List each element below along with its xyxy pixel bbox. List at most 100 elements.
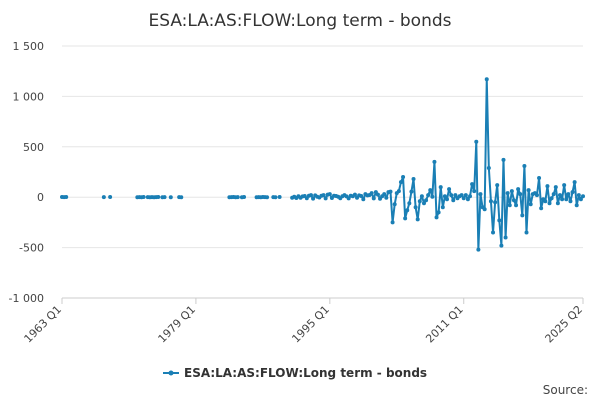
data-point[interactable] (501, 157, 506, 162)
data-point[interactable] (398, 180, 403, 185)
data-point[interactable] (327, 192, 332, 197)
data-point[interactable] (549, 196, 554, 201)
data-point[interactable] (468, 194, 473, 199)
data-point[interactable] (474, 139, 479, 144)
data-point[interactable] (484, 77, 489, 82)
data-point[interactable] (156, 195, 161, 199)
data-point[interactable] (417, 199, 422, 204)
data-point[interactable] (382, 192, 387, 197)
data-point[interactable] (520, 213, 525, 218)
data-point[interactable] (472, 189, 477, 194)
data-point[interactable] (534, 193, 539, 198)
data-point[interactable] (369, 191, 374, 196)
data-point[interactable] (505, 191, 510, 196)
data-point[interactable] (491, 230, 496, 235)
data-point[interactable] (543, 199, 548, 204)
data-point[interactable] (101, 195, 106, 200)
data-point[interactable] (539, 206, 544, 211)
data-point[interactable] (419, 194, 424, 199)
data-point[interactable] (524, 230, 529, 235)
data-point[interactable] (486, 165, 491, 170)
data-point[interactable] (449, 193, 454, 198)
data-point[interactable] (493, 200, 498, 205)
data-point[interactable] (545, 184, 550, 189)
data-point[interactable] (482, 207, 487, 212)
data-point[interactable] (388, 189, 393, 194)
data-point[interactable] (407, 201, 412, 206)
data-point[interactable] (568, 199, 573, 204)
data-point[interactable] (581, 194, 585, 199)
data-point[interactable] (470, 182, 475, 187)
data-point[interactable] (463, 193, 468, 198)
data-point[interactable] (572, 180, 577, 185)
data-point[interactable] (564, 197, 569, 202)
data-point[interactable] (162, 195, 167, 200)
data-point[interactable] (574, 203, 579, 208)
data-point[interactable] (392, 202, 397, 207)
data-point[interactable] (235, 195, 240, 200)
data-point[interactable] (411, 177, 416, 182)
data-point[interactable] (461, 196, 466, 201)
data-point[interactable] (409, 189, 414, 194)
data-point[interactable] (553, 185, 558, 190)
data-point[interactable] (321, 193, 326, 198)
data-point[interactable] (578, 197, 583, 202)
data-point[interactable] (497, 218, 502, 223)
data-point[interactable] (555, 201, 560, 206)
data-point[interactable] (445, 197, 449, 202)
data-point[interactable] (551, 192, 556, 197)
data-point[interactable] (560, 197, 565, 202)
data-point[interactable] (507, 203, 512, 208)
data-point[interactable] (434, 215, 439, 220)
data-point[interactable] (442, 194, 447, 199)
data-point[interactable] (476, 247, 481, 252)
data-point[interactable] (141, 195, 146, 199)
data-point[interactable] (352, 192, 357, 197)
data-point[interactable] (432, 159, 437, 164)
data-point[interactable] (478, 192, 483, 197)
data-point[interactable] (426, 193, 431, 198)
data-point[interactable] (453, 193, 458, 198)
data-point[interactable] (522, 163, 527, 168)
data-point[interactable] (566, 192, 571, 197)
data-point[interactable] (390, 220, 395, 225)
data-point[interactable] (570, 190, 575, 195)
data-point[interactable] (396, 189, 401, 194)
data-point[interactable] (509, 189, 514, 194)
data-point[interactable] (371, 196, 376, 201)
data-point[interactable] (108, 195, 113, 199)
data-point[interactable] (384, 195, 389, 200)
data-point[interactable] (323, 196, 328, 201)
data-point[interactable] (430, 194, 435, 199)
data-point[interactable] (405, 208, 410, 213)
data-point[interactable] (242, 195, 247, 199)
data-point[interactable] (499, 243, 504, 248)
data-point[interactable] (277, 195, 282, 199)
data-point[interactable] (547, 201, 552, 206)
data-point[interactable] (64, 195, 69, 199)
data-point[interactable] (179, 195, 184, 200)
data-point[interactable] (511, 198, 516, 203)
data-point[interactable] (375, 192, 380, 197)
data-point[interactable] (438, 185, 443, 190)
data-point[interactable] (428, 188, 433, 193)
legend[interactable]: ESA:LA:AS:FLOW:Long term - bonds (163, 366, 427, 380)
data-point[interactable] (401, 175, 406, 180)
data-point[interactable] (308, 193, 313, 198)
data-point[interactable] (436, 210, 441, 215)
data-point[interactable] (514, 203, 519, 208)
data-point[interactable] (459, 193, 464, 198)
data-point[interactable] (346, 196, 351, 201)
data-point[interactable] (447, 187, 452, 192)
data-point[interactable] (503, 235, 508, 240)
data-point[interactable] (403, 216, 408, 221)
data-point[interactable] (518, 192, 523, 197)
data-point[interactable] (361, 197, 366, 202)
data-point[interactable] (516, 187, 521, 192)
data-point[interactable] (526, 188, 531, 193)
data-point[interactable] (311, 196, 316, 201)
data-point[interactable] (451, 198, 456, 203)
data-point[interactable] (421, 201, 426, 206)
data-point[interactable] (265, 195, 270, 200)
data-point[interactable] (273, 195, 278, 200)
